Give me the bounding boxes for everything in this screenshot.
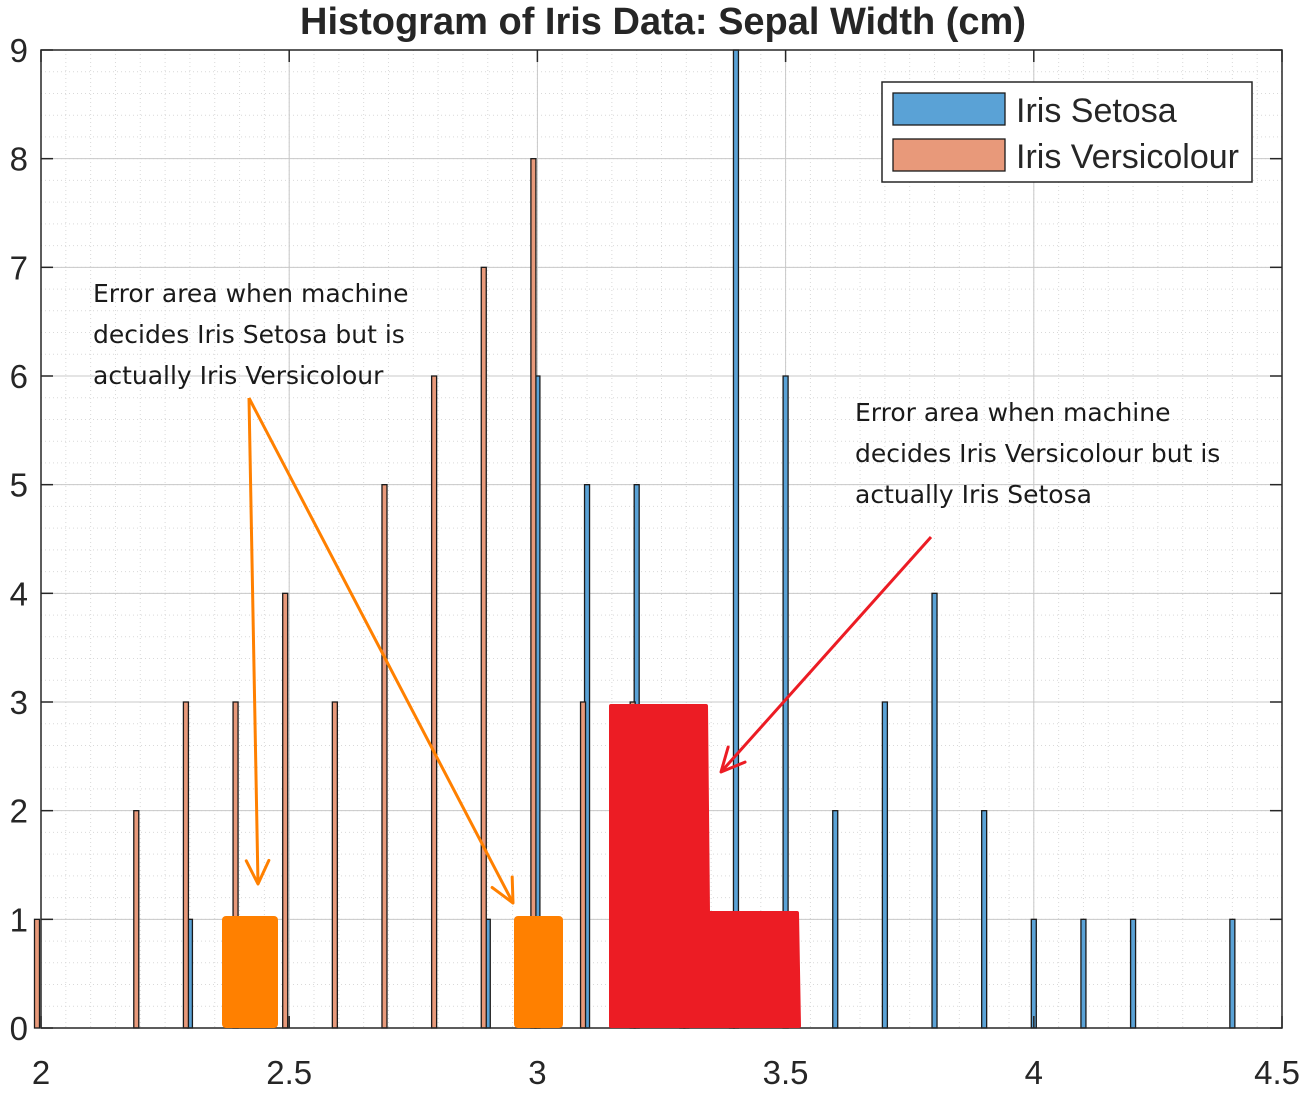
annotation-text: actually Iris Versicolour bbox=[93, 361, 384, 390]
y-tick-label: 7 bbox=[10, 249, 28, 286]
bar-versicolour bbox=[530, 158, 537, 1029]
chart-title: Histogram of Iris Data: Sepal Width (cm) bbox=[300, 1, 1026, 43]
annotations: Error area when machine decides Iris Seto… bbox=[93, 279, 1220, 509]
y-tick-label: 8 bbox=[10, 141, 28, 178]
error-highlight-orange bbox=[222, 916, 278, 1028]
tick-labels: 2 2.5 3 3.5 4 4.5 0 1 2 3 4 5 6 7 8 9 bbox=[10, 32, 1300, 1091]
bar-setosa bbox=[881, 701, 889, 1029]
annotation-text: Error area when machine bbox=[93, 279, 408, 308]
bar-setosa bbox=[832, 810, 839, 1029]
bar-setosa bbox=[1129, 918, 1137, 1029]
legend: Iris Setosa Iris Versicolour bbox=[881, 81, 1253, 183]
legend-label: Iris Versicolour bbox=[1016, 138, 1239, 176]
y-tick-label: 6 bbox=[10, 358, 28, 395]
bar-setosa bbox=[931, 592, 938, 1029]
error-highlight-red bbox=[609, 704, 801, 1028]
bar-versicolour bbox=[282, 592, 289, 1029]
y-tick-label: 3 bbox=[10, 684, 28, 721]
annotation-text: decides Iris Setosa but is bbox=[93, 320, 405, 349]
legend-label: Iris Setosa bbox=[1016, 92, 1177, 130]
bar-versicolour bbox=[430, 375, 438, 1029]
bar-setosa bbox=[732, 49, 740, 1029]
x-tick-label: 2.5 bbox=[266, 1054, 312, 1091]
x-tick-label: 4.5 bbox=[1254, 1054, 1300, 1091]
annotation-text: actually Iris Setosa bbox=[855, 480, 1092, 509]
y-tick-label: 0 bbox=[10, 1010, 28, 1047]
annotation-arrow-shaft bbox=[719, 536, 933, 773]
axis-ticks bbox=[40, 49, 1283, 1029]
annotation-arrows bbox=[244, 397, 933, 905]
bar-versicolour bbox=[33, 918, 41, 1029]
y-tick-label: 9 bbox=[10, 32, 28, 69]
error-highlights bbox=[222, 704, 801, 1028]
bar-setosa bbox=[1080, 918, 1087, 1029]
bar-versicolour bbox=[182, 701, 190, 1029]
error-highlight-orange bbox=[514, 916, 563, 1028]
bar-versicolour bbox=[133, 810, 140, 1029]
legend-swatch bbox=[892, 138, 1006, 172]
y-tick-label: 4 bbox=[10, 575, 28, 612]
x-tick-label: 2 bbox=[32, 1054, 50, 1091]
y-tick-label: 5 bbox=[10, 467, 28, 504]
x-tick-label: 3 bbox=[528, 1054, 546, 1091]
y-tick-label: 1 bbox=[10, 901, 28, 938]
bar-versicolour bbox=[480, 266, 487, 1029]
bar-setosa bbox=[981, 810, 988, 1029]
legend-swatch bbox=[892, 92, 1006, 126]
annotation-arrow-head bbox=[244, 858, 271, 886]
bar-setosa bbox=[1229, 918, 1236, 1029]
annotation-text: decides Iris Versicolour but is bbox=[855, 439, 1220, 468]
annotation-text: Error area when machine bbox=[855, 398, 1170, 427]
x-tick-label: 4 bbox=[1025, 1054, 1043, 1091]
bar-versicolour bbox=[331, 701, 338, 1029]
bar-versicolour bbox=[579, 701, 587, 1029]
bar-versicolour bbox=[381, 484, 388, 1029]
annotation-arrow-head bbox=[490, 875, 515, 905]
x-tick-label: 3.5 bbox=[763, 1054, 809, 1091]
annotation-arrow-shaft bbox=[247, 397, 515, 904]
y-tick-label: 2 bbox=[10, 793, 28, 830]
bar-setosa bbox=[1030, 918, 1037, 1029]
annotation-arrow-head bbox=[719, 745, 747, 774]
annotation-arrow-shaft bbox=[247, 397, 260, 885]
